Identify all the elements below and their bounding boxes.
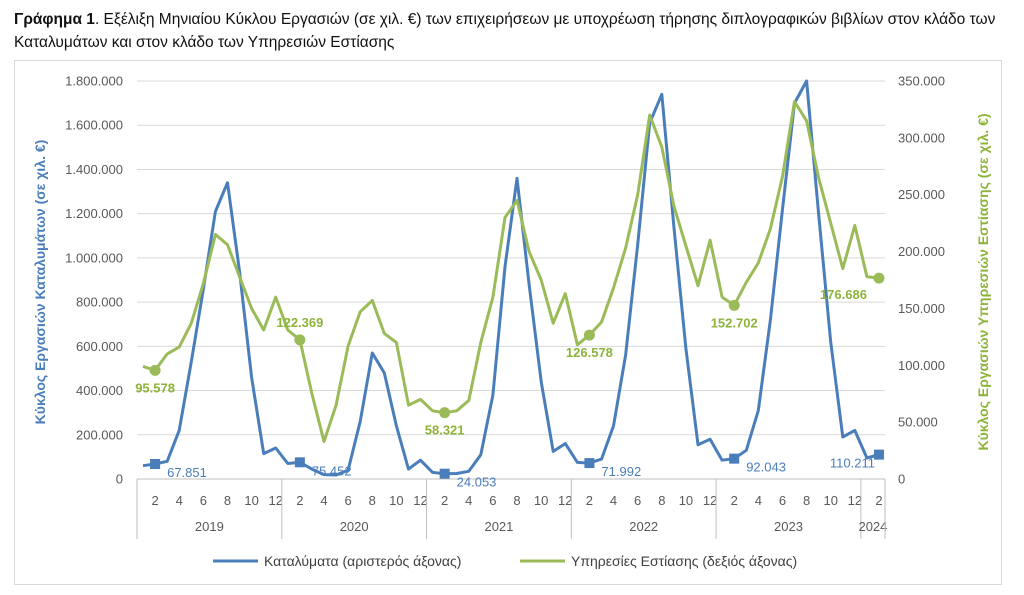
x-month-tick-label: 12 — [413, 493, 427, 508]
data-label-restaurants: 58.321 — [425, 423, 465, 438]
x-month-tick-label: 4 — [320, 493, 327, 508]
data-point-marker-restaurants — [873, 272, 885, 284]
x-month-tick-label: 4 — [465, 493, 472, 508]
y-axis-right-label: Κύκλος Εργασιών Υπηρεσιών Εστίασης (σε χ… — [975, 113, 991, 450]
y-left-tick-label: 1.800.000 — [65, 74, 123, 89]
data-label-restaurants: 122.369 — [276, 315, 323, 330]
data-label-restaurants: 95.578 — [135, 380, 175, 395]
data-point-marker-restaurants — [583, 329, 595, 341]
chart-title-text: . Εξέλιξη Μηνιαίου Κύκλου Εργασιών (σε χ… — [14, 11, 996, 51]
x-month-tick-label: 4 — [176, 493, 183, 508]
y-right-tick-label: 200.000 — [898, 244, 945, 259]
data-point-marker-restaurants — [149, 364, 161, 376]
x-month-tick-label: 10 — [679, 493, 693, 508]
data-point-marker-hotels — [294, 457, 305, 468]
x-month-tick-label: 10 — [244, 493, 258, 508]
x-month-tick-label: 2 — [296, 493, 303, 508]
series-layer: 67.851 75.452 24.053 71.992 92.043 110.211 95.… — [135, 79, 885, 490]
x-month-tick-label: 12 — [848, 493, 862, 508]
x-month-tick-label: 12 — [703, 493, 717, 508]
data-label-hotels: 24.053 — [457, 475, 497, 490]
legend-label-hotels: Καταλύματα (αριστερός άξονας) — [264, 553, 461, 569]
chart-title: Γράφημα 1. Εξέλιξη Μηνιαίου Κύκλου Εργασ… — [14, 8, 1014, 54]
x-month-tick-label: 8 — [803, 493, 810, 508]
data-label-hotels: 67.851 — [167, 465, 207, 480]
data-point-marker-restaurants — [439, 407, 451, 419]
x-month-tick-label: 10 — [389, 493, 403, 508]
x-year-label: 2022 — [629, 519, 658, 534]
x-month-tick-label: 10 — [823, 493, 837, 508]
y-right-tick-label: 0 — [898, 472, 905, 487]
y-right-tick-label: 100.000 — [898, 358, 945, 373]
y-axis-left-label: Κύκλος Εργασιών Καταλυμάτων (σε χιλ. €) — [32, 140, 48, 425]
x-month-tick-label: 2 — [875, 493, 882, 508]
data-label-restaurants: 152.702 — [711, 315, 758, 330]
data-point-marker-hotels — [729, 453, 740, 464]
x-month-tick-label: 2 — [151, 493, 158, 508]
data-label-hotels: 92.043 — [746, 460, 786, 475]
y-axis-left-ticks: 0 200.000 400.000 600.000 800.000 1.000.000 1.… — [65, 74, 123, 487]
legend: Καταλύματα (αριστερός άξονας) Υπηρεσίες … — [213, 553, 797, 569]
y-left-tick-label: 1.400.000 — [65, 162, 123, 177]
data-point-marker-hotels — [873, 449, 884, 460]
y-right-tick-label: 300.000 — [898, 130, 945, 145]
x-month-tick-label: 2 — [441, 493, 448, 508]
data-label-hotels: 71.992 — [601, 464, 641, 479]
data-point-marker-hotels — [150, 458, 161, 469]
chart-frame — [14, 60, 1002, 585]
x-month-tick-label: 12 — [269, 493, 283, 508]
x-year-label: 2020 — [340, 519, 369, 534]
y-axis-right-ticks: 0 50.000 100.000 150.000 200.000 250.000 300.0… — [898, 74, 945, 487]
y-left-tick-label: 600.000 — [76, 339, 123, 354]
x-month-tick-label: 8 — [513, 493, 520, 508]
y-right-tick-label: 250.000 — [898, 187, 945, 202]
x-month-tick-label: 8 — [224, 493, 231, 508]
x-month-tick-label: 2 — [731, 493, 738, 508]
series-line-hotels — [142, 79, 880, 477]
data-label-restaurants: 126.578 — [566, 345, 613, 360]
series-line-restaurants — [142, 100, 880, 443]
y-left-tick-label: 1.000.000 — [65, 250, 123, 265]
y-left-tick-label: 1.600.000 — [65, 118, 123, 133]
data-point-marker-restaurants — [294, 334, 306, 346]
data-point-marker-restaurants — [728, 299, 740, 311]
x-month-tick-label: 8 — [369, 493, 376, 508]
x-month-tick-label: 4 — [755, 493, 762, 508]
gridlines — [137, 80, 885, 436]
x-axis: 2 4 6 8 10 12 2019 2 4 6 8 10 12 2020 2 4 6 8 10 12 2021 2 4 6 8… — [136, 478, 887, 539]
y-left-tick-label: 1.200.000 — [65, 206, 123, 221]
data-label-hotels: 110.211 — [830, 456, 875, 471]
data-label-hotels: 75.452 — [312, 463, 352, 478]
x-year-label: 2021 — [484, 519, 513, 534]
x-month-tick-label: 2 — [586, 493, 593, 508]
y-left-tick-label: 400.000 — [76, 383, 123, 398]
x-month-tick-label: 6 — [489, 493, 496, 508]
y-left-tick-label: 800.000 — [76, 295, 123, 310]
y-right-tick-label: 50.000 — [898, 415, 938, 430]
x-year-label: 2024 — [858, 519, 887, 534]
y-left-tick-label: 0 — [116, 472, 123, 487]
legend-label-restaurants: Υπηρεσίες Εστίασης (δεξιός άξονας) — [571, 553, 797, 569]
y-left-tick-label: 200.000 — [76, 427, 123, 442]
data-point-marker-hotels — [584, 458, 595, 469]
x-month-tick-label: 4 — [610, 493, 617, 508]
x-month-tick-label: 6 — [200, 493, 207, 508]
x-month-tick-label: 10 — [534, 493, 548, 508]
y-right-tick-label: 150.000 — [898, 301, 945, 316]
x-year-label: 2019 — [195, 519, 224, 534]
chart-title-prefix: Γράφημα 1 — [14, 11, 95, 28]
x-month-tick-label: 8 — [658, 493, 665, 508]
y-right-tick-label: 350.000 — [898, 74, 945, 89]
x-month-tick-label: 6 — [634, 493, 641, 508]
data-label-restaurants: 176.686 — [820, 287, 867, 302]
x-year-label: 2023 — [774, 519, 803, 534]
x-month-tick-label: 6 — [779, 493, 786, 508]
x-month-tick-label: 6 — [345, 493, 352, 508]
data-point-marker-hotels — [439, 468, 450, 479]
x-month-tick-label: 12 — [558, 493, 572, 508]
